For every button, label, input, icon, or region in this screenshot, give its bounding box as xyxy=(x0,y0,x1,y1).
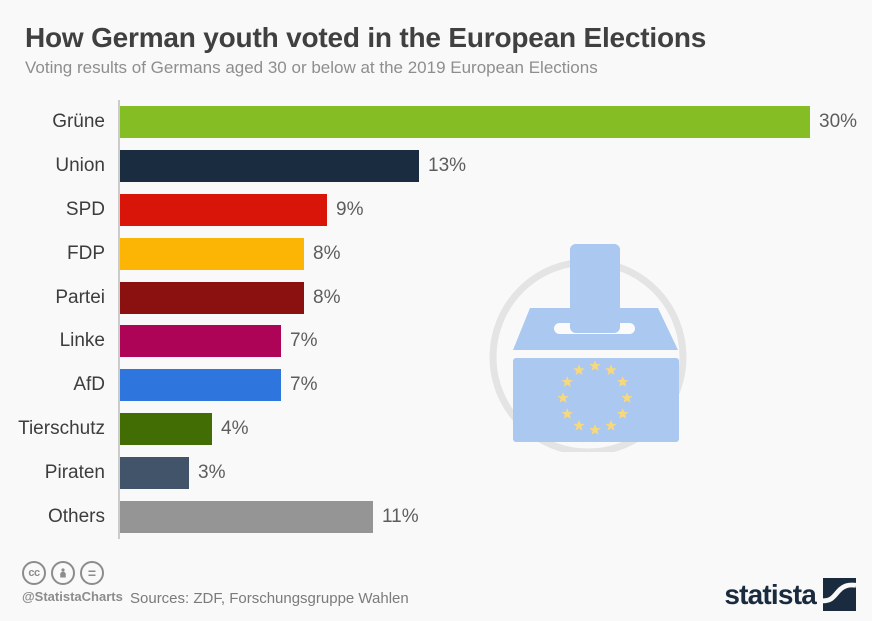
value-label: 8% xyxy=(313,286,341,308)
bar xyxy=(120,325,281,358)
chart-row: AfD 7% xyxy=(0,363,872,407)
y-axis-line xyxy=(118,100,120,539)
eu-star-icon xyxy=(573,364,585,376)
bar xyxy=(120,105,810,138)
eu-star-icon xyxy=(589,360,601,371)
category-label: Partei xyxy=(55,286,105,308)
eu-star-icon xyxy=(561,408,573,419)
value-label: 7% xyxy=(290,374,318,396)
eu-star-icon xyxy=(573,419,585,431)
chart-row: SPD 9% xyxy=(0,188,872,232)
statista-logo: statista xyxy=(724,578,856,611)
value-label: 4% xyxy=(221,418,249,440)
value-label: 13% xyxy=(428,154,467,176)
chart-row: Linke 7% xyxy=(0,319,872,363)
license-block: cc = @StatistaCharts xyxy=(22,561,123,604)
chart-row: Union 13% xyxy=(0,144,872,188)
ballot-paper-icon xyxy=(570,244,620,333)
attribution-icon xyxy=(51,561,75,585)
statista-wordmark: statista xyxy=(724,578,816,610)
no-derivatives-icon: = xyxy=(80,561,104,585)
cc-icon: cc xyxy=(22,561,46,585)
chart-row: Partei 8% xyxy=(0,276,872,320)
bar xyxy=(120,193,327,226)
eu-star-icon xyxy=(621,392,633,403)
ballot-box-body-icon xyxy=(513,358,679,442)
chart-row: FDP 8% xyxy=(0,232,872,276)
eu-star-icon xyxy=(589,424,601,435)
eu-ballot-box-illustration xyxy=(489,244,687,452)
eu-star-icon xyxy=(617,408,629,419)
person-icon xyxy=(60,568,66,578)
statista-logo-icon xyxy=(823,578,856,611)
page-title: How German youth voted in the European E… xyxy=(25,22,707,53)
eu-star-icon xyxy=(557,392,569,403)
value-label: 3% xyxy=(198,462,226,484)
eu-stars-icon xyxy=(557,360,633,435)
eu-star-icon xyxy=(605,419,617,431)
category-label: Others xyxy=(47,505,105,527)
value-label: 30% xyxy=(819,110,858,132)
value-label: 9% xyxy=(336,198,364,220)
chart-rows: Grüne 30% Union 13% SPD 9% FDP 8% Partei 8% Linke 7… xyxy=(0,100,872,539)
category-label: Union xyxy=(55,154,105,176)
bar xyxy=(120,237,304,270)
category-label: Grüne xyxy=(52,110,105,132)
bar xyxy=(120,457,189,490)
page-subtitle: Voting results of Germans aged 30 or bel… xyxy=(25,58,598,77)
bar-chart: Grüne 30% Union 13% SPD 9% FDP 8% Partei 8% Linke 7… xyxy=(0,100,872,539)
statista-charts-handle: @StatistaCharts xyxy=(22,589,123,604)
value-label: 11% xyxy=(382,505,419,527)
value-label: 8% xyxy=(313,242,341,264)
category-label: Linke xyxy=(59,330,105,352)
chart-row: Others 11% xyxy=(0,495,872,539)
value-label: 7% xyxy=(290,330,318,352)
chart-row: Piraten 3% xyxy=(0,451,872,495)
eu-star-icon xyxy=(561,376,573,387)
category-label: SPD xyxy=(65,198,105,220)
bar xyxy=(120,500,373,533)
bar xyxy=(120,149,419,182)
eu-star-icon xyxy=(605,364,617,376)
bar xyxy=(120,369,281,402)
category-label: Tierschutz xyxy=(18,418,105,440)
chart-row: Grüne 30% xyxy=(0,100,872,144)
category-label: Piraten xyxy=(44,462,105,484)
category-label: FDP xyxy=(67,242,105,264)
sources-text: Sources: ZDF, Forschungsgruppe Wahlen xyxy=(130,590,409,607)
bar xyxy=(120,413,212,446)
eu-star-icon xyxy=(617,376,629,387)
chart-row: Tierschutz 4% xyxy=(0,407,872,451)
bar xyxy=(120,281,304,314)
category-label: AfD xyxy=(73,374,105,396)
